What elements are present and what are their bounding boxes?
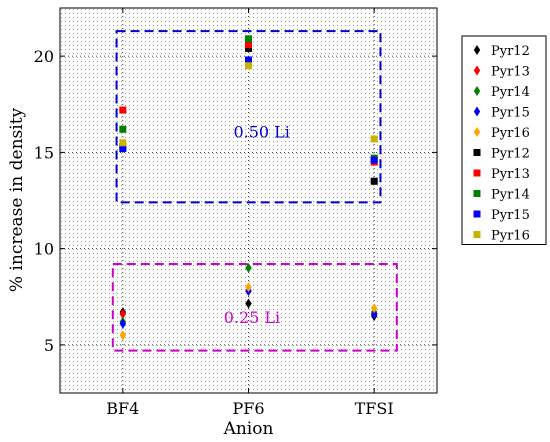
- annotation-box: [111, 263, 398, 352]
- legend-label: Pyr16: [491, 229, 530, 244]
- data-point: [119, 125, 127, 133]
- y-tick-label: 10: [34, 240, 54, 259]
- grid-lines: [60, 8, 437, 393]
- legend-label: Pyr12: [491, 44, 530, 59]
- data-point: [119, 145, 127, 153]
- data-point: [245, 41, 252, 49]
- axis-ticks: [60, 8, 437, 393]
- legend-label: Pyr13: [491, 65, 530, 80]
- x-axis-label: Anion: [223, 419, 274, 439]
- data-point: [245, 62, 252, 70]
- data-point: [245, 262, 252, 273]
- data-point: [370, 303, 378, 314]
- legend-marker: [473, 231, 481, 238]
- legend-marker: [473, 127, 481, 137]
- legend-label: Pyr13: [491, 167, 530, 182]
- data-point: [119, 309, 127, 320]
- x-tick-label: TFSI: [355, 399, 394, 418]
- legend-marker: [473, 45, 481, 55]
- data-point: [119, 106, 127, 114]
- data-point: [370, 156, 378, 164]
- legend-label: Pyr14: [491, 188, 530, 203]
- annotation-label: 0.50 Li: [233, 122, 289, 141]
- legend-label: Pyr15: [491, 208, 530, 223]
- data-point: [370, 135, 378, 143]
- data-point: [370, 177, 378, 185]
- data-point: [245, 56, 252, 64]
- y-axis-label: % increase in density: [7, 107, 27, 292]
- legend-marker: [473, 210, 481, 218]
- legend-label: Pyr16: [491, 126, 530, 141]
- legend-marker: [473, 169, 481, 177]
- legend-label: Pyr15: [491, 106, 530, 121]
- legend-marker: [473, 86, 481, 96]
- data-point: [245, 35, 252, 43]
- data-point: [119, 139, 127, 147]
- data-point: [245, 282, 252, 293]
- data-point: [119, 330, 127, 341]
- legend-marker: [473, 190, 481, 197]
- y-tick-label: 5: [44, 336, 54, 355]
- data-point: [370, 309, 378, 320]
- legend-marker: [473, 65, 481, 76]
- legend-marker: [473, 106, 481, 117]
- x-tick-label: PF6: [232, 399, 264, 418]
- data-point: [245, 298, 252, 309]
- tick-labels: BF4 PF6 TFSI 5 10 15 20: [34, 47, 394, 418]
- legend-label: Pyr14: [491, 85, 530, 100]
- annotation-label: 0.25 Li: [224, 308, 280, 327]
- y-tick-label: 15: [34, 143, 54, 162]
- data-point: [245, 44, 252, 52]
- legend: Pyr12 Pyr13 Pyr14 Pyr15 Pyr16 Pyr12 Pyr13 Pyr14…: [461, 35, 547, 245]
- data-points: [119, 35, 378, 341]
- annotation-box: [115, 30, 382, 204]
- data-point: [119, 318, 127, 329]
- y-tick-label: 20: [34, 47, 54, 66]
- legend-label: Pyr12: [491, 147, 530, 162]
- legend-marker: [473, 149, 481, 156]
- x-tick-label: BF4: [106, 399, 139, 418]
- annotation-boxes: 0.50 Li 0.25 Li: [111, 30, 398, 352]
